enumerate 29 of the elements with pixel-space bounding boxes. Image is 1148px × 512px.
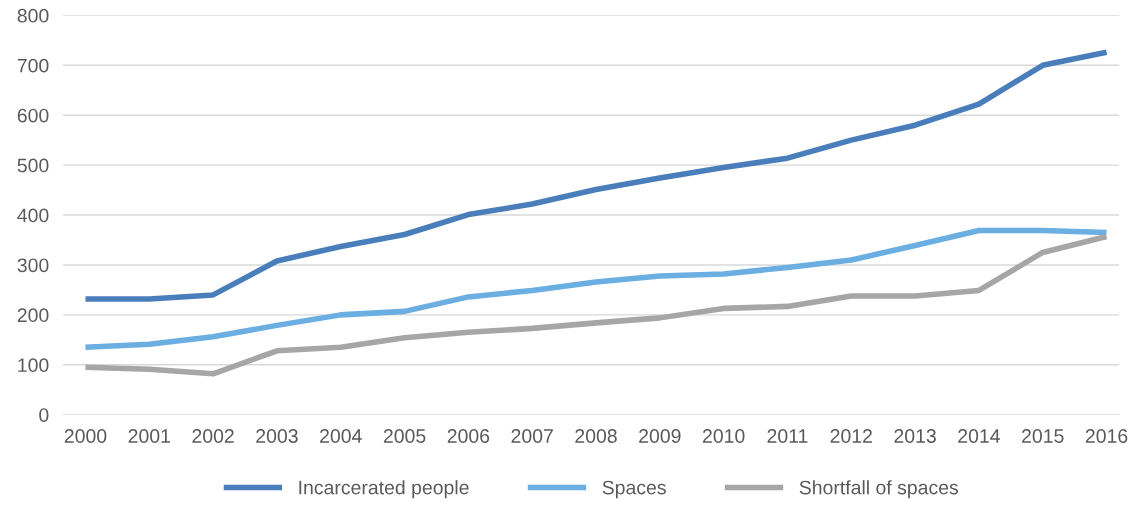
x-tick-label: 2012	[830, 429, 872, 443]
x-tick-label: 2006	[447, 429, 490, 443]
legend-label: Spaces	[602, 480, 666, 499]
y-tick-label: 800	[17, 8, 49, 23]
x-tick-label: 2015	[1022, 429, 1064, 443]
y-tick-label: 200	[17, 308, 49, 323]
y-tick-label: 300	[17, 258, 49, 273]
x-tick-label: 2011	[767, 429, 808, 443]
y-tick-label: 700	[17, 58, 49, 73]
y-tick-label: 0	[39, 408, 49, 422]
legend-label: Shortfall of spaces	[799, 480, 959, 499]
y-tick-label: 600	[17, 108, 49, 123]
x-tick-label: 2013	[894, 429, 936, 443]
x-tick-label: 2009	[639, 429, 681, 443]
x-tick-label: 2003	[256, 429, 298, 443]
x-tick-label: 2002	[192, 429, 234, 443]
y-tick-label: 400	[17, 208, 49, 223]
x-tick-label: 2004	[320, 429, 362, 443]
y-tick-label: 500	[17, 158, 49, 173]
x-tick-label: 2005	[383, 429, 426, 443]
x-tick-label: 2001	[128, 429, 170, 443]
x-tick-label: 2000	[64, 429, 107, 443]
x-tick-label: 2008	[575, 429, 617, 443]
x-tick-label: 2010	[702, 429, 745, 443]
x-tick-label: 2014	[958, 429, 1000, 443]
x-tick-label: 2007	[511, 429, 553, 443]
legend-label: Incarcerated people	[299, 480, 469, 499]
y-tick-label: 100	[18, 358, 49, 373]
x-tick-label: 2016	[1085, 429, 1128, 443]
